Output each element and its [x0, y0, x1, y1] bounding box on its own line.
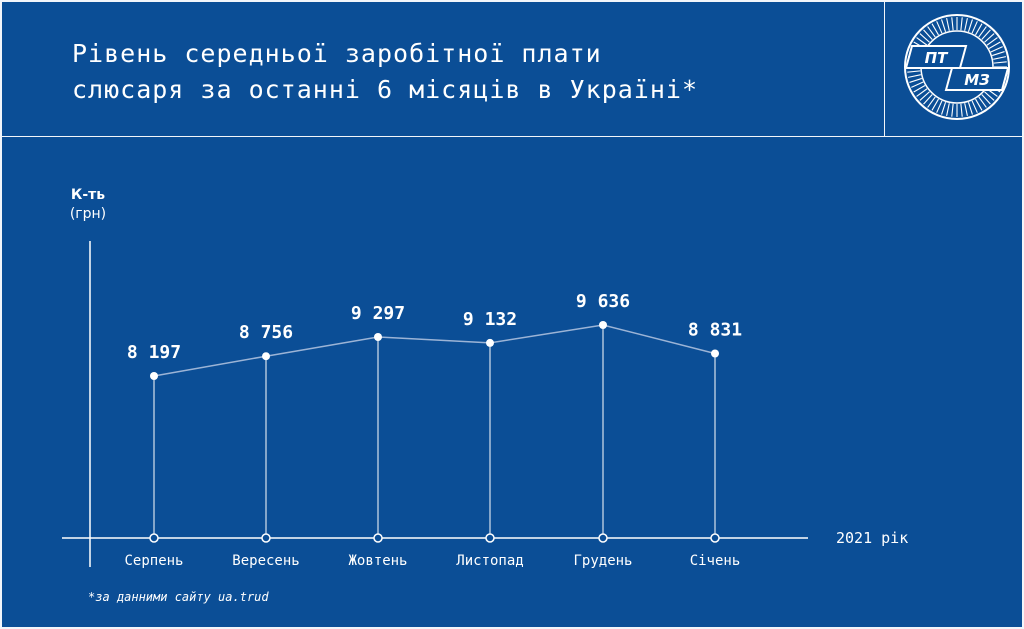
logo-ray	[911, 81, 924, 88]
x-tick-label: Грудень	[573, 553, 632, 569]
data-point	[486, 338, 494, 347]
y-axis-label-line-1: К-ть	[70, 187, 106, 203]
x-tick-marker	[485, 533, 495, 543]
data-label: 9 297	[351, 303, 405, 324]
logo-ray	[927, 96, 936, 108]
logo-ray	[923, 29, 933, 40]
logo-ray	[919, 91, 930, 101]
logo-ray	[992, 51, 1005, 57]
x-tick-label: Жовтень	[348, 553, 407, 569]
chart-title: Рівень середньої заробітної плати слюсар…	[72, 36, 872, 108]
data-label: 8 197	[127, 342, 181, 363]
logo-ray	[984, 91, 995, 101]
logo-divider	[884, 0, 885, 137]
data-point	[374, 333, 382, 341]
logo-ray	[907, 74, 921, 78]
logo-ray	[931, 23, 939, 36]
chart-title-line-2: слюсаря за останні 6 місяців в Україні*	[72, 75, 698, 104]
data-point	[711, 349, 719, 358]
footnote: *за данними сайту ua.trud	[88, 590, 269, 604]
series-line	[153, 324, 716, 377]
logo-ray	[988, 41, 1001, 49]
x-axis-label: 2021 рік	[836, 529, 908, 547]
logo-ray	[975, 98, 983, 111]
logo-ray	[923, 94, 933, 105]
logo-ray	[909, 77, 922, 83]
logo-ray	[946, 17, 950, 31]
data-label: 9 636	[576, 291, 630, 312]
x-tick-marker	[598, 533, 608, 543]
data-point	[599, 321, 607, 329]
logo-ray	[936, 21, 943, 34]
logo-ray	[964, 17, 968, 31]
logo-emblem: ПТ МЗ	[904, 45, 1010, 91]
company-logo: ПТ МЗ	[904, 14, 1010, 120]
data-label: 9 132	[463, 309, 517, 330]
logo-ray	[981, 29, 991, 40]
header-divider	[0, 136, 1024, 137]
y-axis-label: К-ть (грн)	[58, 186, 118, 224]
logo-ray	[975, 23, 983, 36]
data-point	[262, 352, 270, 361]
x-tick-label: Вересень	[232, 553, 299, 569]
data-label: 8 831	[688, 320, 742, 341]
logo-ray	[951, 103, 954, 117]
x-tick-label: Листопад	[456, 553, 523, 569]
logo-ray	[971, 21, 978, 34]
x-tick-marker	[261, 533, 271, 543]
data-point	[150, 372, 158, 380]
logo-ray	[971, 100, 978, 113]
data-label: 8 756	[239, 322, 293, 343]
logo-ray	[967, 102, 973, 115]
x-tick-marker	[149, 533, 159, 543]
logo-ray	[978, 96, 987, 108]
logo-ray	[916, 88, 928, 97]
x-tick-marker	[710, 533, 720, 543]
logo-ray	[951, 17, 954, 31]
logo-ray	[984, 33, 995, 43]
logo-ray	[919, 33, 930, 43]
logo-ray	[990, 46, 1003, 53]
chart-title-line-1: Рівень середньої заробітної плати	[72, 39, 602, 68]
x-tick-label: Серпень	[124, 553, 183, 569]
logo-ray	[993, 61, 1007, 64]
logo-ray	[913, 85, 926, 93]
logo-ray	[960, 103, 963, 117]
logo-ray	[960, 17, 963, 31]
logo-text-top: ПТ	[925, 49, 950, 67]
logo-ray	[916, 37, 928, 46]
logo-ray	[946, 103, 950, 117]
logo-text-bottom: МЗ	[964, 71, 990, 89]
logo-ray	[986, 37, 998, 46]
logo-ray	[931, 98, 939, 111]
logo-ray	[941, 19, 947, 32]
logo-ray	[936, 100, 943, 113]
logo-ray	[927, 26, 936, 38]
logo-ray	[981, 94, 991, 105]
logo-ray	[978, 26, 987, 38]
logo-ray	[941, 102, 947, 115]
logo-ray	[967, 19, 973, 32]
x-tick-label: Січень	[690, 553, 741, 569]
logo-ray	[907, 70, 921, 73]
y-axis-label-line-2: (грн)	[69, 206, 107, 222]
logo-ray	[993, 56, 1007, 60]
logo-ray	[964, 103, 968, 117]
x-tick-marker	[373, 533, 383, 543]
